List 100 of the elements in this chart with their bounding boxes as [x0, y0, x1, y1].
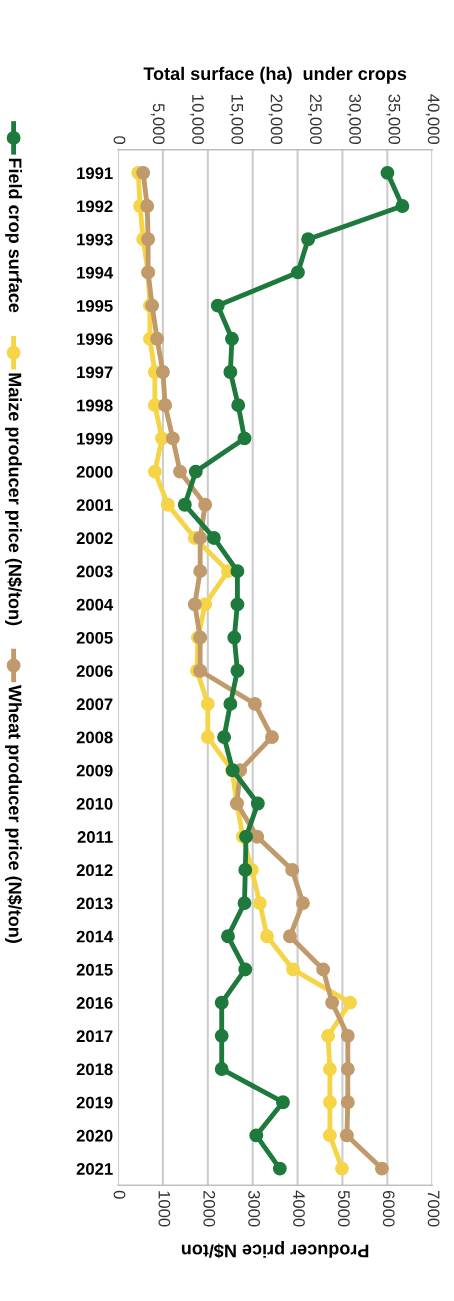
x-tick-label: 0	[113, 1190, 126, 1199]
y-tick-label: 2000	[76, 465, 113, 478]
x-axis-title: Producer price N$/ton	[181, 1241, 369, 1259]
point	[316, 962, 331, 977]
y-tick-label: 1991	[77, 167, 113, 180]
point	[276, 1095, 290, 1110]
y-tick-label: 2014	[76, 930, 114, 943]
point	[193, 564, 208, 579]
point	[200, 696, 215, 711]
y-tick-label: 1998	[77, 399, 113, 412]
point	[136, 165, 151, 180]
point	[193, 663, 208, 678]
y-tick-label: 2013	[76, 897, 113, 910]
y-tick-label: 2001	[76, 499, 113, 511]
y-tick-label: 2006	[76, 665, 113, 677]
point	[290, 265, 305, 280]
y-tick-label: 1996	[77, 333, 113, 346]
x-tick-label: 6000	[382, 1190, 395, 1227]
y-tick-label: 2008	[76, 731, 113, 744]
legend-label: Wheat producer price (N$/ton)	[5, 685, 23, 943]
y-tick-label: 2010	[76, 797, 113, 810]
point	[340, 1095, 355, 1110]
y-tick-label: 1999	[77, 432, 113, 445]
y-tick-label: 2009	[76, 764, 113, 777]
x-tick-label: 3000	[248, 1190, 261, 1227]
y-tick-label: 2018	[76, 1063, 113, 1076]
point	[380, 165, 395, 180]
y-tick-label: 2003	[76, 565, 113, 578]
legend-label: Maize producer price (N$/ton)	[5, 373, 23, 626]
point	[374, 1161, 389, 1176]
point	[249, 1128, 264, 1143]
point	[173, 464, 187, 479]
point	[237, 896, 252, 911]
point	[340, 1062, 355, 1076]
point	[340, 1028, 355, 1043]
y-tick-label: 1994	[77, 266, 114, 279]
y-tick-label: 2015	[76, 963, 113, 976]
point	[187, 597, 202, 612]
x2-tick-label: 0	[113, 136, 126, 145]
point	[223, 365, 238, 379]
x-tick-label: 4000	[293, 1190, 305, 1227]
y-tick-label: 2017	[76, 1030, 113, 1043]
y-tick-label: 2005	[76, 631, 113, 644]
point	[286, 962, 301, 977]
point	[141, 232, 156, 247]
point	[177, 497, 192, 512]
point	[188, 464, 203, 479]
y-tick-label: 1993	[77, 233, 113, 246]
y-tick-label: 2019	[76, 1096, 113, 1109]
point	[165, 431, 180, 446]
point	[321, 1028, 336, 1043]
point	[230, 597, 245, 612]
point	[155, 365, 170, 379]
y-tick-label: 1992	[77, 200, 113, 213]
y-tick-label: 1995	[77, 300, 113, 312]
point	[282, 929, 297, 944]
point	[239, 829, 254, 844]
point	[322, 1062, 337, 1076]
y-tick-label: 2002	[76, 532, 113, 545]
point	[217, 730, 232, 745]
x-tick-label: 1000	[158, 1191, 171, 1227]
point	[193, 531, 208, 545]
point	[335, 1161, 349, 1176]
point	[140, 199, 155, 213]
point	[147, 464, 162, 479]
point	[301, 232, 316, 247]
y-tick-label: 2016	[76, 997, 113, 1009]
point	[198, 497, 213, 512]
x2-axis-title: Total surface (ha) under crops	[143, 66, 407, 84]
point	[221, 929, 235, 944]
y-tick-label: 2007	[76, 698, 113, 711]
point	[227, 630, 242, 645]
y-tick-label: 2004	[76, 598, 114, 611]
x2-tick-label: 5,000	[150, 103, 165, 145]
y-tick-label: 2021	[76, 1163, 113, 1175]
point	[395, 199, 410, 213]
point	[250, 796, 265, 811]
point	[224, 331, 239, 346]
point	[265, 730, 279, 745]
point	[150, 331, 165, 346]
x2-tick-label: 25,000	[307, 94, 322, 145]
point	[214, 1062, 229, 1076]
point	[322, 1095, 337, 1110]
y-tick-label: 2012	[76, 864, 113, 877]
x2-tick-label: 20,000	[268, 94, 283, 145]
point	[322, 1128, 337, 1143]
y-tick-label: 1997	[77, 366, 113, 379]
legend-label: Field crop surface	[5, 158, 23, 313]
point	[296, 896, 310, 911]
point	[247, 696, 262, 711]
y-tick-label: 2011	[77, 831, 113, 843]
point	[223, 696, 238, 711]
x2-tick-label: 35,000	[386, 94, 401, 145]
y-tick-label: 2020	[76, 1129, 113, 1142]
point	[230, 564, 245, 579]
x-tick-label: 7000	[427, 1190, 440, 1227]
point	[343, 995, 358, 1010]
point	[238, 862, 253, 877]
point	[252, 896, 267, 911]
x2-tick-label: 15,000	[229, 95, 244, 145]
